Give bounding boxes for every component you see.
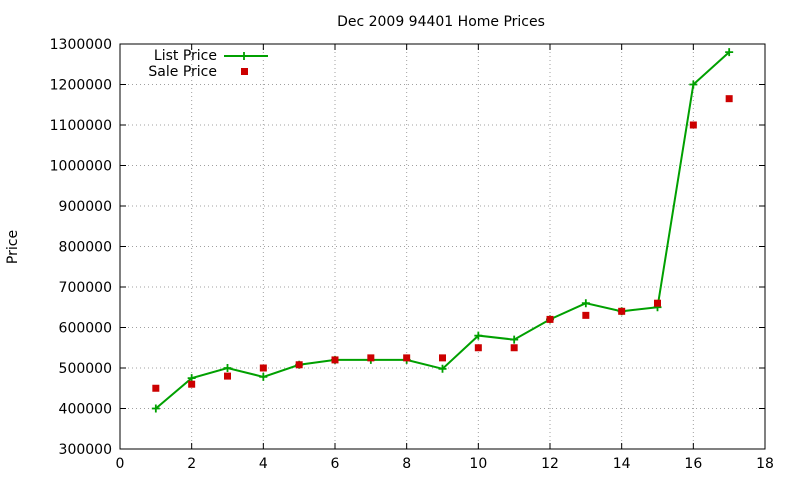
sale-price-point (618, 307, 626, 315)
chart-title: Dec 2009 94401 Home Prices (337, 14, 545, 30)
sale-price-point (654, 299, 661, 307)
sale-price-point (367, 354, 375, 362)
x-tick-label: 6 (331, 456, 340, 472)
sale-price-point (259, 364, 267, 372)
x-tick-label: 12 (541, 456, 559, 472)
x-tick-label: 16 (684, 456, 702, 472)
sale-price-point (725, 95, 733, 103)
x-tick-label: 8 (402, 456, 411, 472)
y-axis-label: Price (5, 230, 21, 264)
list-price-point (474, 331, 483, 340)
legend-label-list-price: List Price (154, 48, 217, 64)
y-tick-label: 500000 (59, 361, 112, 377)
x-tick-label: 18 (756, 456, 774, 472)
sale-price-point (510, 344, 518, 352)
plot-series (151, 48, 734, 413)
list-price-point (725, 48, 734, 57)
y-tick-label: 800000 (59, 240, 112, 256)
x-axis: 0 2 4 6 8 10 12 14 16 18 (116, 44, 774, 472)
list-price-point (151, 404, 160, 413)
x-tick-label: 4 (259, 456, 268, 472)
sale-price-point (403, 354, 411, 362)
x-tick-label: 14 (613, 456, 631, 472)
x-tick-label: 10 (469, 456, 487, 472)
sale-price-point (331, 356, 339, 364)
y-tick-label: 700000 (59, 280, 112, 296)
sale-price-point (295, 361, 303, 369)
y-tick-label: 400000 (59, 402, 112, 418)
sale-price-point (224, 372, 231, 380)
sale-price-point (439, 354, 446, 362)
y-tick-label: 1300000 (50, 37, 112, 53)
legend-label-sale-price: Sale Price (148, 64, 217, 80)
sale-price-point (152, 384, 160, 392)
y-axis: 300000 400000 500000 600000 700000 800000 9000… (50, 37, 765, 458)
y-tick-label: 600000 (59, 321, 112, 337)
list-price-point (581, 299, 590, 308)
y-tick-label: 300000 (59, 442, 112, 458)
sale-price-point (582, 311, 590, 319)
y-tick-label: 900000 (59, 199, 112, 215)
list-price-point (223, 364, 232, 372)
x-tick-label: 2 (187, 456, 196, 472)
y-tick-label: 1000000 (50, 159, 112, 175)
y-tick-label: 1200000 (50, 78, 112, 94)
list-price-point (689, 80, 698, 89)
sale-price-point (546, 315, 554, 323)
legend-marker-list-price (240, 52, 248, 60)
x-tick-label: 0 (116, 456, 125, 472)
legend-marker-sale-price (241, 68, 248, 75)
list-price-point (438, 364, 447, 373)
list-price-point (259, 372, 268, 381)
sale-price-point (689, 121, 697, 129)
y-tick-label: 1100000 (50, 118, 112, 134)
legend: List Price Sale Price (148, 48, 268, 80)
sale-price-point (188, 380, 196, 388)
list-price-point (510, 335, 519, 344)
sale-price-point (474, 344, 482, 352)
